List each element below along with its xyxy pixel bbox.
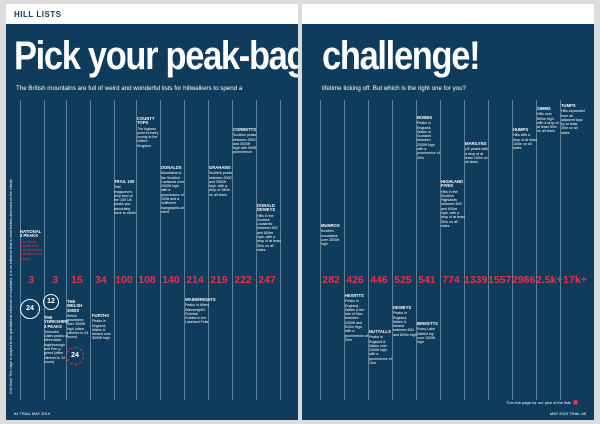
count-deweys: 525 <box>394 274 412 286</box>
column-line <box>232 100 233 400</box>
section-label: HILL LISTS <box>14 10 62 19</box>
count-birketts: 541 <box>418 274 436 286</box>
right-page: challenge! lifetime ticking off. But whi… <box>302 4 594 420</box>
side-caption: Crib Goch This ridge is subject to the g… <box>9 178 13 394</box>
count-trail: 100 <box>115 274 133 286</box>
column-line <box>320 100 321 400</box>
entry-grahams: GRAHAMS Scottish peaks between 2000 and 2… <box>209 165 233 197</box>
hours-ring: 24 <box>66 347 84 365</box>
entry-dewey: DEWEYS Peaks in England, Wales & Ireland … <box>393 305 417 337</box>
entry-yorkshire: THE YORKSHIRE 3 PEAKS Yorkshire Dales pea… <box>44 315 69 364</box>
left-page: HILL LISTS Pick your peak-bagging The Br… <box>6 4 298 420</box>
entry-bobbs: BOBBS Peaks in England, Wales or Scotland… <box>417 115 440 160</box>
count-national: 3 <box>28 274 34 286</box>
count-yorkshire: 3 <box>52 274 58 286</box>
count-all: 17k+ <box>563 274 587 286</box>
column-line <box>416 100 417 400</box>
count-marilyns: 1339 <box>464 274 488 286</box>
column-line <box>44 100 45 400</box>
entry-highland: HIGHLAND FIVES Hills in the Scottish High… <box>441 179 465 228</box>
entry-deweys: DONALD DEWEYS Hills in the Scottish Lowla… <box>257 203 281 252</box>
folio-left: 64 TRAIL MAY 2019 <box>14 411 51 416</box>
count-grahams: 219 <box>210 274 228 286</box>
entry-furths: FURTHS Peaks in England, Wales & Ireland … <box>92 313 111 341</box>
count-deweys: 247 <box>258 274 276 286</box>
entry-humps: HUMPS Hills with a drop of at least 100m … <box>513 127 537 151</box>
column-line <box>184 100 185 400</box>
entry-tumps: TUMPS Hills separated from all adjacent t… <box>561 103 585 135</box>
column-line <box>488 100 489 400</box>
section-bar: HILL LISTS <box>6 4 298 24</box>
column-line <box>114 100 115 400</box>
count-donalds: 140 <box>162 274 180 286</box>
entry-national: NATIONAL 3 PEAKS Ben Nevis, Scafell Pike … <box>20 229 43 261</box>
column-line <box>136 100 137 400</box>
column-line <box>208 100 209 400</box>
entry-hewitts: HEWITTS Peaks in England, Wales & the Isl… <box>345 293 368 342</box>
entry-munros: MUNROS Scottish mountains over 3000ft hig… <box>321 223 340 247</box>
hours-ring: 24 <box>20 299 40 319</box>
entry-birketts: BIRKETTS Every Lake District top over 100… <box>417 321 438 345</box>
entry-simms: SIMMS Hills over 600m high with a drop of… <box>537 106 559 134</box>
column-line <box>464 100 465 400</box>
count-humps: 1557 <box>488 274 512 286</box>
entry-donalds: DONALDS Mountains in the Scottish Lowland… <box>161 165 185 214</box>
count-furths: 34 <box>95 274 107 286</box>
entry-marilyns: MARILYNS UK peaks with a drop of at least… <box>465 141 488 165</box>
count-highland: 774 <box>442 274 460 286</box>
column-line <box>20 100 21 400</box>
count-hewitts: 426 <box>346 274 364 286</box>
count-welsh: 15 <box>71 274 83 286</box>
count-corbetts: 222 <box>234 274 252 286</box>
standfirst-left: The British mountains are full of weird … <box>16 85 243 92</box>
right-top-bar <box>302 4 594 24</box>
folio-right: MAY 2019 TRAIL 65 <box>549 411 586 416</box>
count-nuttalls: 446 <box>370 274 388 286</box>
column-line <box>512 100 513 400</box>
column-line <box>392 100 393 400</box>
standfirst-right: lifetime ticking off. But which is the r… <box>322 85 466 92</box>
count-simms: 2986 <box>512 274 536 286</box>
next-page-note: Turn the page for our pick of the lists <box>506 400 578 406</box>
count-county: 108 <box>138 274 156 286</box>
column-line <box>90 100 91 400</box>
column-line <box>344 100 345 400</box>
entry-corbetts: CORBETTS Scottish peaks between 2500 and … <box>233 127 257 155</box>
column-line <box>280 100 281 400</box>
entry-welsh: THE WELSH 3000S Welsh mountains over 3000… <box>67 299 89 340</box>
entry-nuttalls: NUTTALLS Peaks in England & Wales over 20… <box>369 329 392 366</box>
headline-left: Pick your peak-bagging <box>14 34 298 78</box>
count-tumps: 2.5k+ <box>536 274 563 286</box>
column-line <box>256 100 257 400</box>
column-line <box>368 100 369 400</box>
column-line <box>160 100 161 400</box>
count-munros: 282 <box>322 274 340 286</box>
column-line <box>560 100 561 400</box>
entry-wainwrights: WAINWRIGHTS Peaks in Alfred Wainwright's … <box>185 297 216 325</box>
column-line <box>440 100 441 400</box>
headline-right: challenge! <box>322 34 481 78</box>
entry-county: COUNTY TOPS The highest point in every co… <box>137 116 159 148</box>
arrow-icon <box>573 400 578 406</box>
entry-trail: TRAIL 100 Trail magazine's very best of t… <box>114 179 137 216</box>
column-line <box>66 100 67 400</box>
count-wainwrights: 214 <box>186 274 204 286</box>
column-line <box>536 100 537 400</box>
hours-ring: 12 <box>43 294 59 310</box>
